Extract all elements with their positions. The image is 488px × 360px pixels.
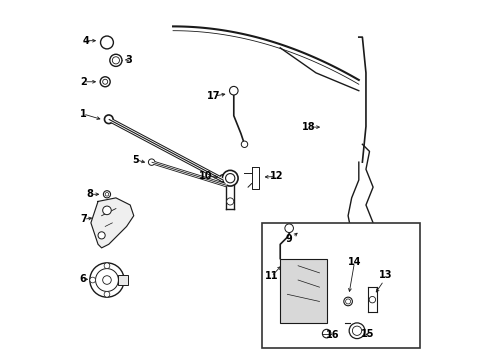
- Text: 18: 18: [302, 122, 315, 132]
- Text: 2: 2: [80, 77, 87, 87]
- Text: 5: 5: [132, 155, 139, 165]
- Circle shape: [241, 141, 247, 148]
- Text: 11: 11: [264, 271, 278, 282]
- Circle shape: [102, 79, 107, 84]
- Circle shape: [101, 36, 113, 49]
- Circle shape: [112, 57, 119, 64]
- Circle shape: [229, 86, 238, 95]
- Bar: [118, 275, 127, 285]
- Circle shape: [148, 159, 155, 165]
- Circle shape: [219, 175, 226, 182]
- Circle shape: [352, 326, 361, 336]
- Text: 7: 7: [80, 214, 87, 224]
- Circle shape: [285, 224, 293, 233]
- Text: 10: 10: [198, 171, 211, 181]
- Circle shape: [225, 174, 234, 183]
- Circle shape: [226, 198, 233, 205]
- Text: 4: 4: [82, 36, 89, 46]
- Circle shape: [103, 191, 110, 198]
- Circle shape: [345, 299, 350, 304]
- Circle shape: [95, 269, 118, 292]
- Text: 9: 9: [285, 234, 292, 244]
- Text: 8: 8: [86, 189, 93, 199]
- Text: 13: 13: [378, 270, 391, 280]
- Circle shape: [343, 297, 352, 306]
- Circle shape: [104, 115, 113, 123]
- Circle shape: [105, 193, 108, 196]
- Polygon shape: [280, 258, 326, 323]
- Text: 17: 17: [207, 91, 221, 101]
- Circle shape: [322, 329, 330, 338]
- Text: 14: 14: [347, 257, 361, 267]
- Text: 16: 16: [325, 330, 339, 341]
- Text: 12: 12: [269, 171, 283, 181]
- Text: 15: 15: [360, 329, 374, 339]
- Circle shape: [222, 170, 238, 186]
- Text: 6: 6: [80, 274, 86, 284]
- Circle shape: [104, 292, 110, 297]
- Circle shape: [110, 54, 122, 66]
- Polygon shape: [91, 198, 134, 248]
- Circle shape: [100, 77, 110, 87]
- Circle shape: [98, 232, 105, 239]
- Circle shape: [102, 276, 111, 284]
- Circle shape: [90, 263, 124, 297]
- Text: 1: 1: [80, 109, 86, 119]
- Text: 3: 3: [125, 55, 131, 64]
- Circle shape: [118, 277, 124, 283]
- Circle shape: [368, 296, 375, 303]
- Circle shape: [348, 323, 364, 339]
- Circle shape: [104, 263, 110, 269]
- Circle shape: [102, 206, 111, 215]
- Bar: [262, 223, 419, 348]
- Circle shape: [90, 277, 95, 283]
